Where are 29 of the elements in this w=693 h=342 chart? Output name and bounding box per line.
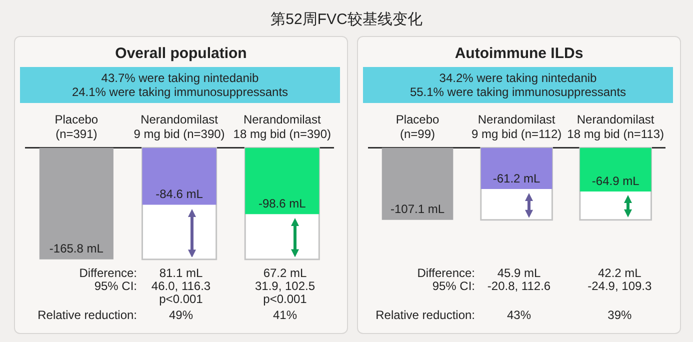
text: Relative reduction:: [376, 308, 475, 322]
text: Difference: 95% CI:: [79, 266, 137, 293]
x-tick-label: Nerandomilast 9 mg bid (n=390): [134, 112, 225, 141]
x-tick-label: Nerandomilast 9 mg bid (n=112): [471, 112, 562, 141]
text: 49%: [168, 308, 194, 322]
chart-subtitle: 43.7% were taking nintedanib 24.1% were taking immunosuppressants: [20, 67, 340, 103]
chart-title: Autoimmune ILDs: [454, 45, 584, 62]
data-label: -107.1 mL: [390, 202, 445, 216]
text: 81.1 mL 46.0, 116.3 p<0.001: [151, 266, 211, 306]
text: 41%: [272, 308, 298, 322]
text: Difference: 95% CI:: [417, 266, 475, 293]
text: 39%: [608, 308, 632, 322]
data-label: -64.9 mL: [592, 174, 640, 188]
text: 67.2 mL 31.9, 102.5 p<0.001: [254, 266, 316, 306]
chart-title: Overall population: [114, 45, 248, 62]
data-label: -84.6 mL: [156, 187, 204, 202]
data-label: -98.6 mL: [258, 196, 306, 210]
chart-subtitle: 34.2% were taking nintedanib 55.1% were taking immunosuppressants: [363, 67, 673, 103]
text: 45.9 mL -20.8, 112.6: [487, 266, 551, 293]
text: Relative reduction:: [38, 308, 137, 322]
x-tick-label: Placebo (n=391): [54, 112, 98, 141]
text: 43%: [506, 308, 532, 322]
x-tick-label: Nerandomilast 18 mg bid (n=390): [233, 112, 332, 141]
text: 42.2 mL -24.9, 109.3: [588, 266, 652, 293]
x-tick-label: Nerandomilast 18 mg bid (n=113): [567, 112, 664, 141]
text: 第52周FVC较基线变化: [270, 10, 424, 29]
x-tick-label: Placebo (n=99): [396, 112, 440, 141]
data-label: -61.2 mL: [492, 171, 541, 186]
data-label: -165.8 mL: [49, 242, 104, 256]
